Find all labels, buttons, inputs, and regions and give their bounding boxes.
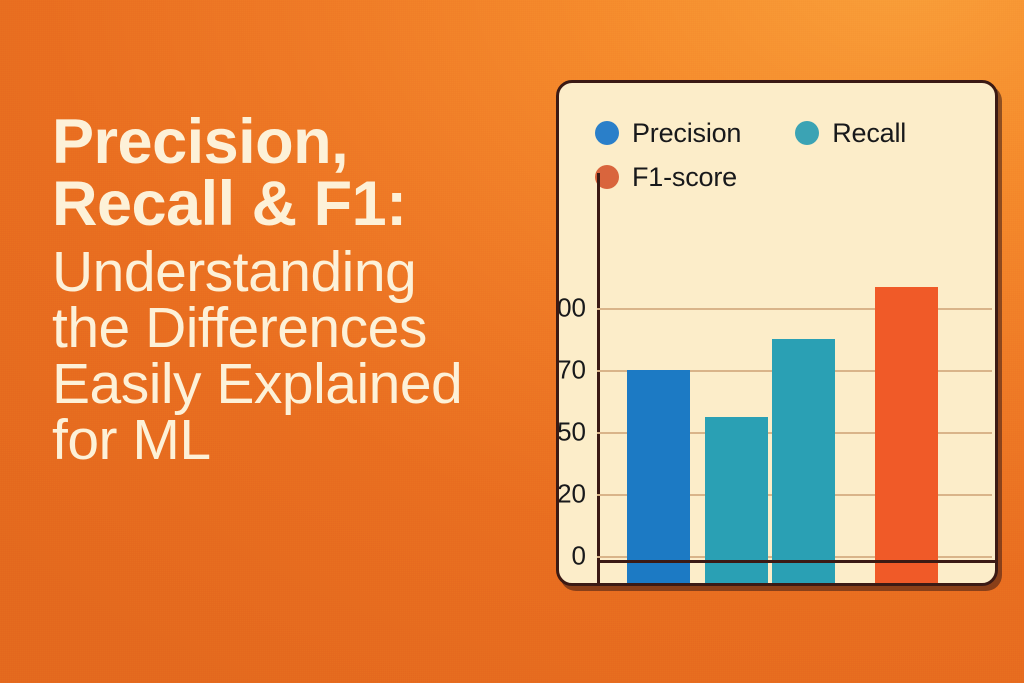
x-axis-line	[597, 560, 995, 563]
legend-row-bottom: F1-score	[595, 155, 985, 199]
y-axis-tick-label: 50	[557, 416, 586, 447]
legend-label-recall: Recall	[832, 117, 907, 148]
bar-precision-0[interactable]	[627, 370, 690, 583]
headline-line-6: for ML	[52, 408, 211, 473]
headline-line-5: Easily Explained	[52, 352, 463, 417]
chart-legend: Precision Recall F1-score	[595, 111, 985, 199]
page-title: Precision, Recall & F1: Understanding th…	[52, 107, 522, 473]
legend-row-top: Precision Recall	[595, 111, 985, 155]
bar-recall-2[interactable]	[772, 339, 835, 583]
plot-area: 100 70 50 20 0	[559, 173, 992, 583]
legend-label-f1score: F1-score	[632, 161, 737, 192]
headline-line-2: Recall & F1:	[52, 168, 407, 239]
headline-line-3: Understanding	[52, 240, 417, 305]
legend-item-precision[interactable]: Precision	[595, 118, 741, 149]
chart-card: Precision Recall F1-score 100 70 50 20 0	[556, 80, 998, 586]
y-axis-tick-label: 0	[571, 540, 586, 571]
headline-line-1: Precision,	[52, 107, 349, 177]
bar-f1-score-3[interactable]	[875, 287, 938, 583]
legend-item-recall[interactable]: Recall	[795, 118, 906, 149]
bar-recall-1[interactable]	[705, 416, 768, 583]
y-axis-tick-label: 20	[557, 478, 586, 509]
y-axis-tick-label: 100	[557, 292, 586, 323]
legend-item-f1score[interactable]: F1-score	[595, 162, 737, 193]
gridline	[597, 308, 992, 310]
x-axis-tick-label: Precision	[641, 583, 752, 586]
legend-dot-recall-icon	[795, 121, 820, 145]
y-axis-line	[597, 173, 600, 583]
x-axis-tick-labels: Precision F1-score	[597, 571, 998, 586]
x-axis-tick-label: F1-score	[891, 583, 998, 586]
y-axis-tick-label: 70	[557, 354, 586, 385]
legend-label-precision: Precision	[632, 117, 742, 148]
headline-line-4: the Differences	[52, 296, 427, 361]
legend-dot-precision-icon	[595, 121, 619, 145]
